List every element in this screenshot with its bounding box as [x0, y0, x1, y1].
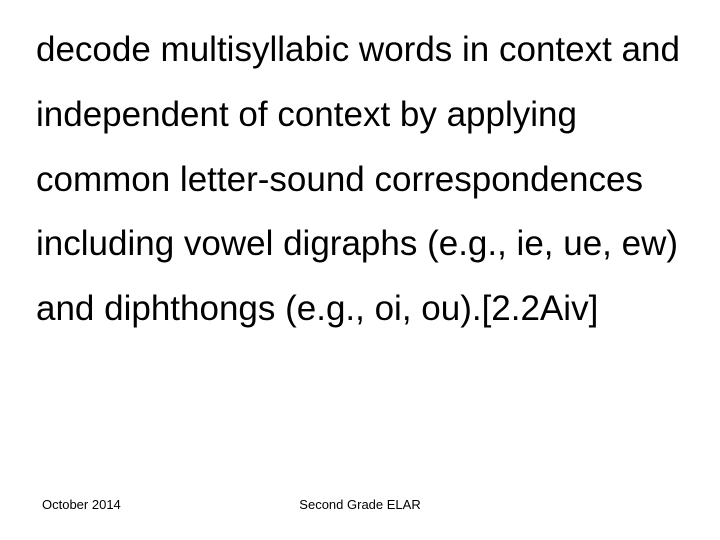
slide: decode multisyllabic words in context an…	[0, 0, 720, 540]
footer-title: Second Grade ELAR	[0, 497, 720, 512]
body-text: decode multisyllabic words in context an…	[36, 18, 684, 342]
